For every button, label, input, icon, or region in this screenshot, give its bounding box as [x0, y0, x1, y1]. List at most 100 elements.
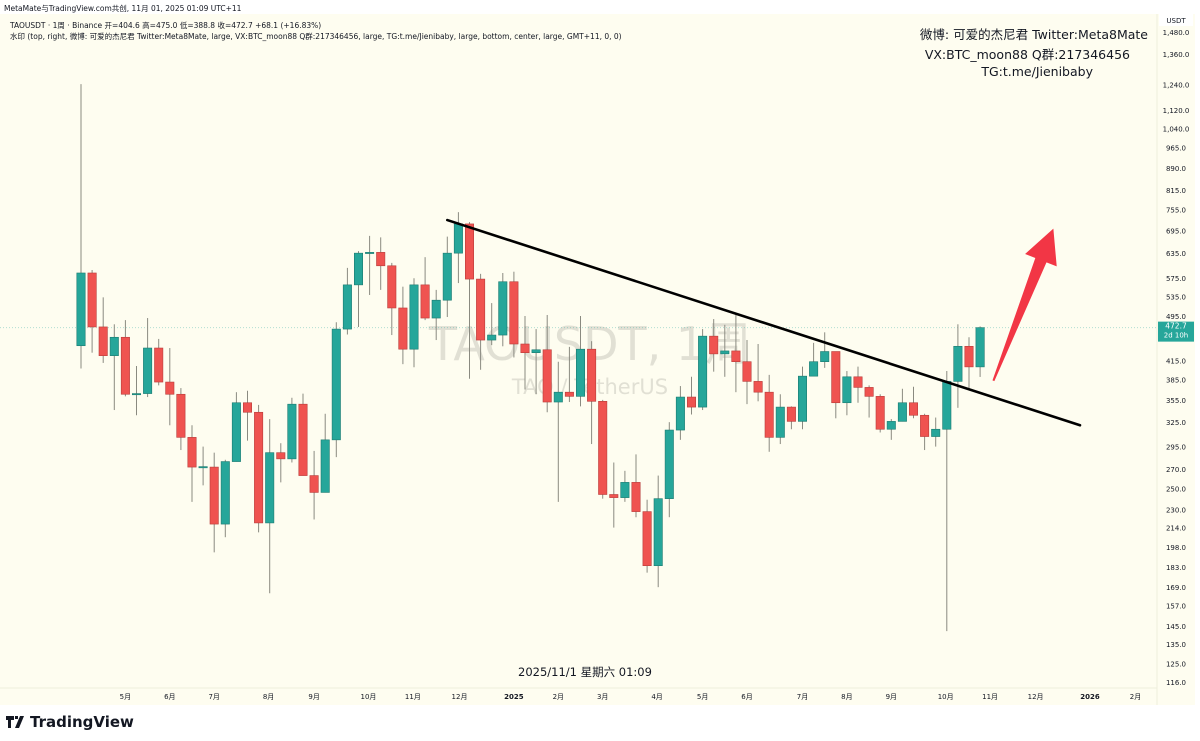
candle-bullish[interactable] — [109, 324, 119, 411]
candle-bearish[interactable] — [98, 297, 108, 363]
candle-bullish[interactable] — [675, 386, 685, 440]
candle-bearish[interactable] — [875, 394, 885, 433]
arrow-up-icon[interactable] — [992, 228, 1057, 382]
candle-body — [520, 343, 530, 353]
legend-watermark-indicator[interactable]: 水印 (top, right, 微博: 可爱的杰尼君 Twitter:Meta8… — [10, 32, 622, 41]
candle-bearish[interactable] — [853, 366, 863, 403]
candle-bearish[interactable] — [598, 399, 608, 499]
tradingview-logo-text: TradingView — [30, 713, 134, 731]
candle-body — [609, 494, 619, 498]
candle-bearish[interactable] — [753, 344, 763, 402]
price-tick-label: 385.0 — [1166, 376, 1186, 384]
candle-bearish[interactable] — [298, 393, 308, 476]
candle-bearish[interactable] — [709, 319, 719, 372]
candle-bearish[interactable] — [309, 450, 319, 520]
candle-bullish[interactable] — [975, 326, 985, 377]
candle-body — [398, 307, 408, 350]
candle-bullish[interactable] — [664, 422, 674, 518]
candle-bullish[interactable] — [198, 446, 208, 486]
candle-bullish[interactable] — [320, 413, 330, 493]
price-tick-label: 635.0 — [1166, 250, 1186, 258]
candle-bearish[interactable] — [686, 376, 696, 415]
candle-bearish[interactable] — [731, 314, 741, 393]
trendline[interactable] — [445, 218, 1082, 427]
tradingview-logo[interactable]: TradingView — [6, 713, 134, 731]
candle-bearish[interactable] — [542, 314, 552, 413]
candle-bullish[interactable] — [820, 332, 830, 368]
candle-bullish[interactable] — [487, 303, 497, 346]
candle-bearish[interactable] — [831, 351, 841, 419]
candle-bearish[interactable] — [908, 386, 918, 419]
candle-bullish[interactable] — [442, 236, 452, 318]
candle-bullish[interactable] — [353, 251, 363, 327]
candle-bullish[interactable] — [775, 394, 785, 445]
candle-bullish[interactable] — [797, 366, 807, 430]
candle-bullish[interactable] — [720, 324, 730, 377]
candle-bearish[interactable] — [387, 262, 397, 336]
candle-bullish[interactable] — [132, 366, 142, 416]
candle-bearish[interactable] — [864, 385, 874, 418]
price-axis[interactable] — [1157, 14, 1195, 705]
candle-bullish[interactable] — [331, 322, 341, 458]
candle-bullish[interactable] — [575, 316, 585, 407]
candle-bearish[interactable] — [154, 338, 164, 386]
candle-bullish[interactable] — [409, 278, 419, 368]
candle-bearish[interactable] — [609, 462, 619, 528]
candle-bearish[interactable] — [87, 269, 97, 353]
candle-bearish[interactable] — [786, 406, 796, 430]
candle-bullish[interactable] — [553, 361, 563, 502]
candle-bearish[interactable] — [176, 388, 186, 451]
candle-bullish[interactable] — [809, 342, 819, 377]
candle-bullish[interactable] — [143, 318, 153, 398]
price-tick-label: 495.0 — [1166, 313, 1186, 321]
candle-bullish[interactable] — [220, 459, 230, 538]
candle-body — [797, 375, 807, 422]
candle-bearish[interactable] — [920, 413, 930, 451]
candle-bullish[interactable] — [287, 397, 297, 463]
candle-bearish[interactable] — [209, 452, 219, 553]
candle-body — [409, 284, 419, 350]
candle-bullish[interactable] — [76, 84, 86, 369]
candle-bullish[interactable] — [342, 267, 352, 335]
candle-bullish[interactable] — [531, 329, 541, 395]
candle-bearish[interactable] — [376, 237, 386, 290]
candle-bullish[interactable] — [653, 475, 663, 588]
candle-bearish[interactable] — [587, 341, 597, 445]
candle-bullish[interactable] — [620, 470, 630, 502]
candle-bullish[interactable] — [231, 392, 241, 462]
candle-bullish[interactable] — [431, 289, 441, 341]
candle-bearish[interactable] — [764, 374, 774, 452]
candle-bearish[interactable] — [509, 271, 519, 358]
candle-bullish[interactable] — [498, 272, 508, 347]
candle-bearish[interactable] — [642, 499, 652, 573]
candle-bearish[interactable] — [420, 257, 430, 321]
candle-bullish[interactable] — [886, 419, 896, 440]
candle-bearish[interactable] — [964, 337, 974, 389]
candle-bearish[interactable] — [243, 390, 253, 441]
candle-bullish[interactable] — [897, 388, 907, 422]
candle-bearish[interactable] — [631, 454, 641, 518]
candle-bearish[interactable] — [398, 286, 408, 365]
time-axis[interactable] — [0, 688, 1157, 705]
candle-bearish[interactable] — [276, 443, 286, 483]
candle-bearish[interactable] — [520, 316, 530, 390]
candle-bearish[interactable] — [476, 273, 486, 370]
candle-bearish[interactable] — [564, 346, 574, 403]
candle-bearish[interactable] — [464, 222, 474, 379]
candle-bullish[interactable] — [698, 329, 708, 411]
candle-bullish[interactable] — [265, 419, 275, 594]
candle-body — [431, 299, 441, 319]
candle-bearish[interactable] — [254, 404, 264, 533]
candle-bearish[interactable] — [165, 348, 175, 426]
candle-bullish[interactable] — [842, 371, 852, 416]
candle-bullish[interactable] — [365, 235, 375, 295]
candle-bearish[interactable] — [742, 340, 752, 405]
watermark-line-2: VX:BTC_moon88 Q群:217346456 — [924, 47, 1130, 62]
candle-bearish[interactable] — [187, 425, 197, 502]
candle-bearish[interactable] — [120, 320, 130, 397]
candle-bullish[interactable] — [953, 324, 963, 408]
time-tick-label: 11月 — [982, 693, 998, 701]
candle-bullish[interactable] — [931, 417, 941, 447]
price-tick-label: 116.0 — [1166, 679, 1186, 687]
